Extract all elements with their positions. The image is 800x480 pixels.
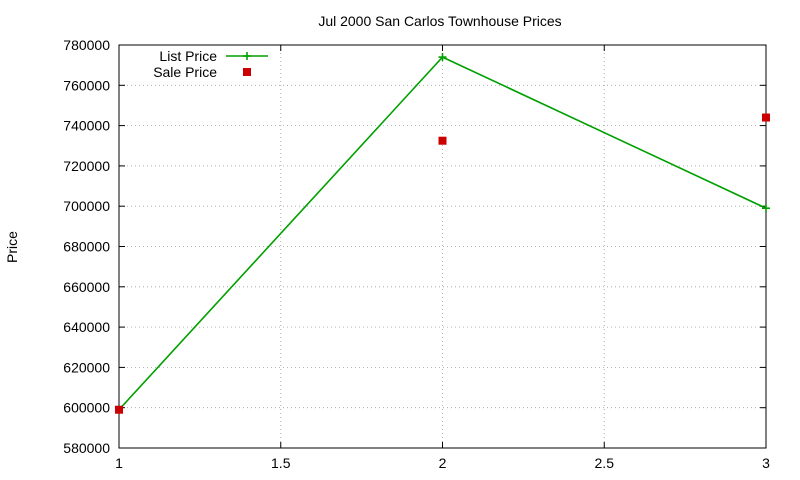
y-tick-label: 640000 bbox=[63, 319, 110, 335]
x-tick-label: 1.5 bbox=[271, 455, 291, 471]
legend-swatch-marker bbox=[243, 68, 251, 76]
x-tick-label: 2 bbox=[439, 455, 447, 471]
x-tick-label: 3 bbox=[762, 455, 770, 471]
x-tick-label: 1 bbox=[115, 455, 123, 471]
legend-label: List Price bbox=[159, 48, 217, 64]
y-axis-title: Price bbox=[4, 231, 20, 263]
y-tick-label: 660000 bbox=[63, 279, 110, 295]
list-price-point bbox=[762, 204, 770, 213]
sale-price-point bbox=[438, 136, 447, 145]
chart-title: Jul 2000 San Carlos Townhouse Prices bbox=[318, 13, 561, 29]
axis-layer: 580000 600000 620000 640000 660000 680000 7000… bbox=[63, 37, 770, 471]
sale-price-point bbox=[762, 113, 770, 122]
sale-price-point bbox=[115, 405, 123, 414]
y-tick-label: 720000 bbox=[63, 158, 110, 174]
series-layer bbox=[115, 53, 770, 414]
legend-label: Sale Price bbox=[153, 64, 217, 80]
list-price-point bbox=[438, 53, 447, 62]
legend-swatch-marker bbox=[243, 52, 251, 60]
grid-layer bbox=[119, 45, 766, 448]
y-tick-label: 620000 bbox=[63, 359, 110, 375]
y-tick-label: 700000 bbox=[63, 198, 110, 214]
y-tick-label: 780000 bbox=[63, 37, 110, 53]
x-tick-label: 2.5 bbox=[595, 455, 615, 471]
y-tick-label: 600000 bbox=[63, 400, 110, 416]
y-tick-label: 740000 bbox=[63, 118, 110, 134]
y-tick-label: 580000 bbox=[63, 440, 110, 456]
y-tick-label: 680000 bbox=[63, 239, 110, 255]
y-tick-label: 760000 bbox=[63, 77, 110, 93]
